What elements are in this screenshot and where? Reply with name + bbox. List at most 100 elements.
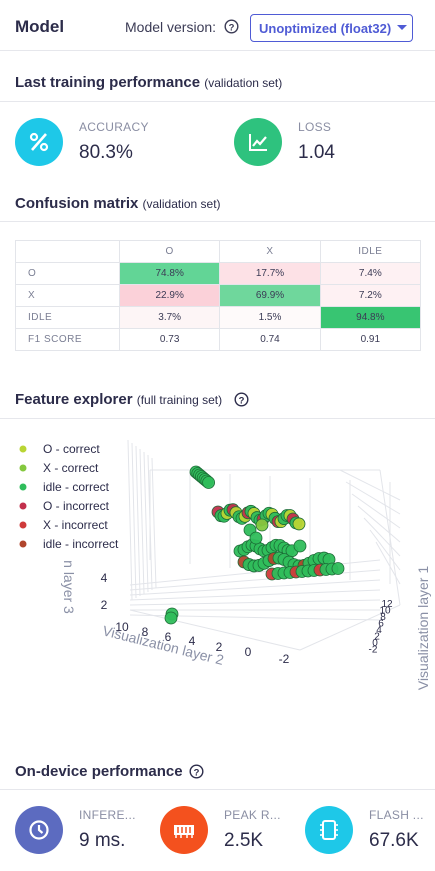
column-header: IDLE <box>319 240 422 263</box>
metric-label: PEAK R... <box>224 808 281 822</box>
row-label: O <box>15 262 120 285</box>
section-title: On-device performance <box>15 763 183 780</box>
point <box>255 518 269 532</box>
row-label: F1 SCORE <box>15 328 120 351</box>
corner-cell <box>15 240 120 263</box>
axis-title: Visualization layer 2 <box>101 622 226 668</box>
tick-label: -2 <box>369 645 378 656</box>
icon <box>29 820 49 840</box>
section-title: Feature explorer (full training set) <box>15 391 222 408</box>
caret <box>397 25 407 30</box>
grid-line <box>129 599 381 606</box>
note: (validation set) <box>204 76 283 90</box>
note: (validation set) <box>142 197 221 211</box>
feature-plot[interactable]: O - correct X - correct idle - correct O - … <box>0 420 435 710</box>
grid-line <box>129 579 381 596</box>
svg-text:?: ? <box>194 767 200 778</box>
grid-line <box>345 481 401 515</box>
row-label: X <box>15 284 120 307</box>
metric-icon <box>15 118 63 166</box>
confusion-matrix: O X IDLE O 74.8% 17.7% 7.4% X 22.9% 69.9% 7.2% IDLE… <box>15 240 422 351</box>
version-dropdown[interactable]: Unoptimized (float32) <box>250 14 413 42</box>
icon <box>249 134 267 151</box>
help-icon[interactable]: ? <box>234 392 249 407</box>
grid-line <box>151 457 157 589</box>
grid-line <box>135 445 141 597</box>
grid-line <box>131 442 137 599</box>
divider <box>0 789 435 790</box>
point <box>202 476 216 489</box>
point <box>164 611 178 625</box>
legend-label: idle - incorrect <box>43 537 119 551</box>
title: Confusion matrix <box>15 195 139 212</box>
grid-line <box>379 469 401 606</box>
tick-label: 0 <box>245 645 252 659</box>
metric-icon <box>160 806 208 854</box>
cell: 7.4% <box>319 262 422 285</box>
grid-line <box>369 529 401 571</box>
column-header: O <box>118 240 221 263</box>
legend-label: X - incorrect <box>43 518 108 532</box>
icon <box>320 820 338 840</box>
cell: 3.7% <box>118 306 221 329</box>
grid-line <box>357 505 401 543</box>
axis-title: Visualization layer 1 <box>415 566 431 690</box>
title: Last training performance <box>15 74 201 91</box>
row: IDLE 3.7% 1.5% 94.8% <box>15 306 422 329</box>
header-row: O X IDLE <box>15 240 422 263</box>
grid-line <box>339 469 401 501</box>
metric-label: ACCURACY <box>79 120 149 134</box>
cell: 74.8% <box>118 262 221 285</box>
row-label: IDLE <box>15 306 120 329</box>
section-title: Last training performance (validation se… <box>15 74 282 91</box>
cell: 17.7% <box>219 262 321 285</box>
icon <box>174 825 194 838</box>
tick-label: 2 <box>101 598 108 612</box>
tick-label: 4 <box>189 634 196 648</box>
divider <box>0 418 435 419</box>
version-value: Unoptimized (float32) <box>259 21 392 36</box>
tick-label: 8 <box>142 625 149 639</box>
legend-label: O - incorrect <box>43 499 110 513</box>
metric-value: 2.5K <box>224 830 264 851</box>
metric-value: 80.3% <box>79 142 133 163</box>
divider <box>0 50 435 51</box>
tick-label: 6 <box>378 619 384 630</box>
tick-label: 2 <box>374 632 380 643</box>
note: (full training set) <box>136 393 223 407</box>
icon <box>29 132 49 152</box>
legend-swatch <box>19 540 27 548</box>
cell: 0.74 <box>219 328 321 351</box>
page-title: Model <box>15 17 65 36</box>
grid-line <box>129 609 301 651</box>
metric-icon <box>234 118 282 166</box>
tick-label: -2 <box>279 652 290 666</box>
divider <box>0 101 435 102</box>
divider <box>0 221 435 222</box>
svg-text:?: ? <box>229 22 235 33</box>
cell: 94.8% <box>319 306 422 329</box>
legend-swatch <box>19 483 27 491</box>
grid-line <box>351 493 401 529</box>
axis-title: n layer 3 <box>61 560 77 614</box>
grid-line <box>129 589 381 601</box>
point <box>293 539 307 553</box>
legend-swatch <box>19 502 27 510</box>
metric-icon <box>15 806 63 854</box>
help-icon[interactable]: ? <box>189 764 204 779</box>
tick-label: 6 <box>165 630 172 644</box>
grid-line <box>299 604 401 651</box>
point <box>331 562 345 575</box>
section-title: Confusion matrix (validation set) <box>15 195 221 212</box>
svg-text:?: ? <box>239 395 245 406</box>
cell: 22.9% <box>118 284 221 307</box>
grid-line <box>363 517 401 557</box>
help-icon[interactable]: ? <box>224 19 239 34</box>
row: X 22.9% 69.9% 7.2% <box>15 284 422 307</box>
title: Feature explorer <box>15 391 133 408</box>
legend-swatch <box>19 445 27 453</box>
legend-swatch <box>19 464 27 472</box>
point <box>292 517 306 531</box>
point <box>249 531 263 545</box>
